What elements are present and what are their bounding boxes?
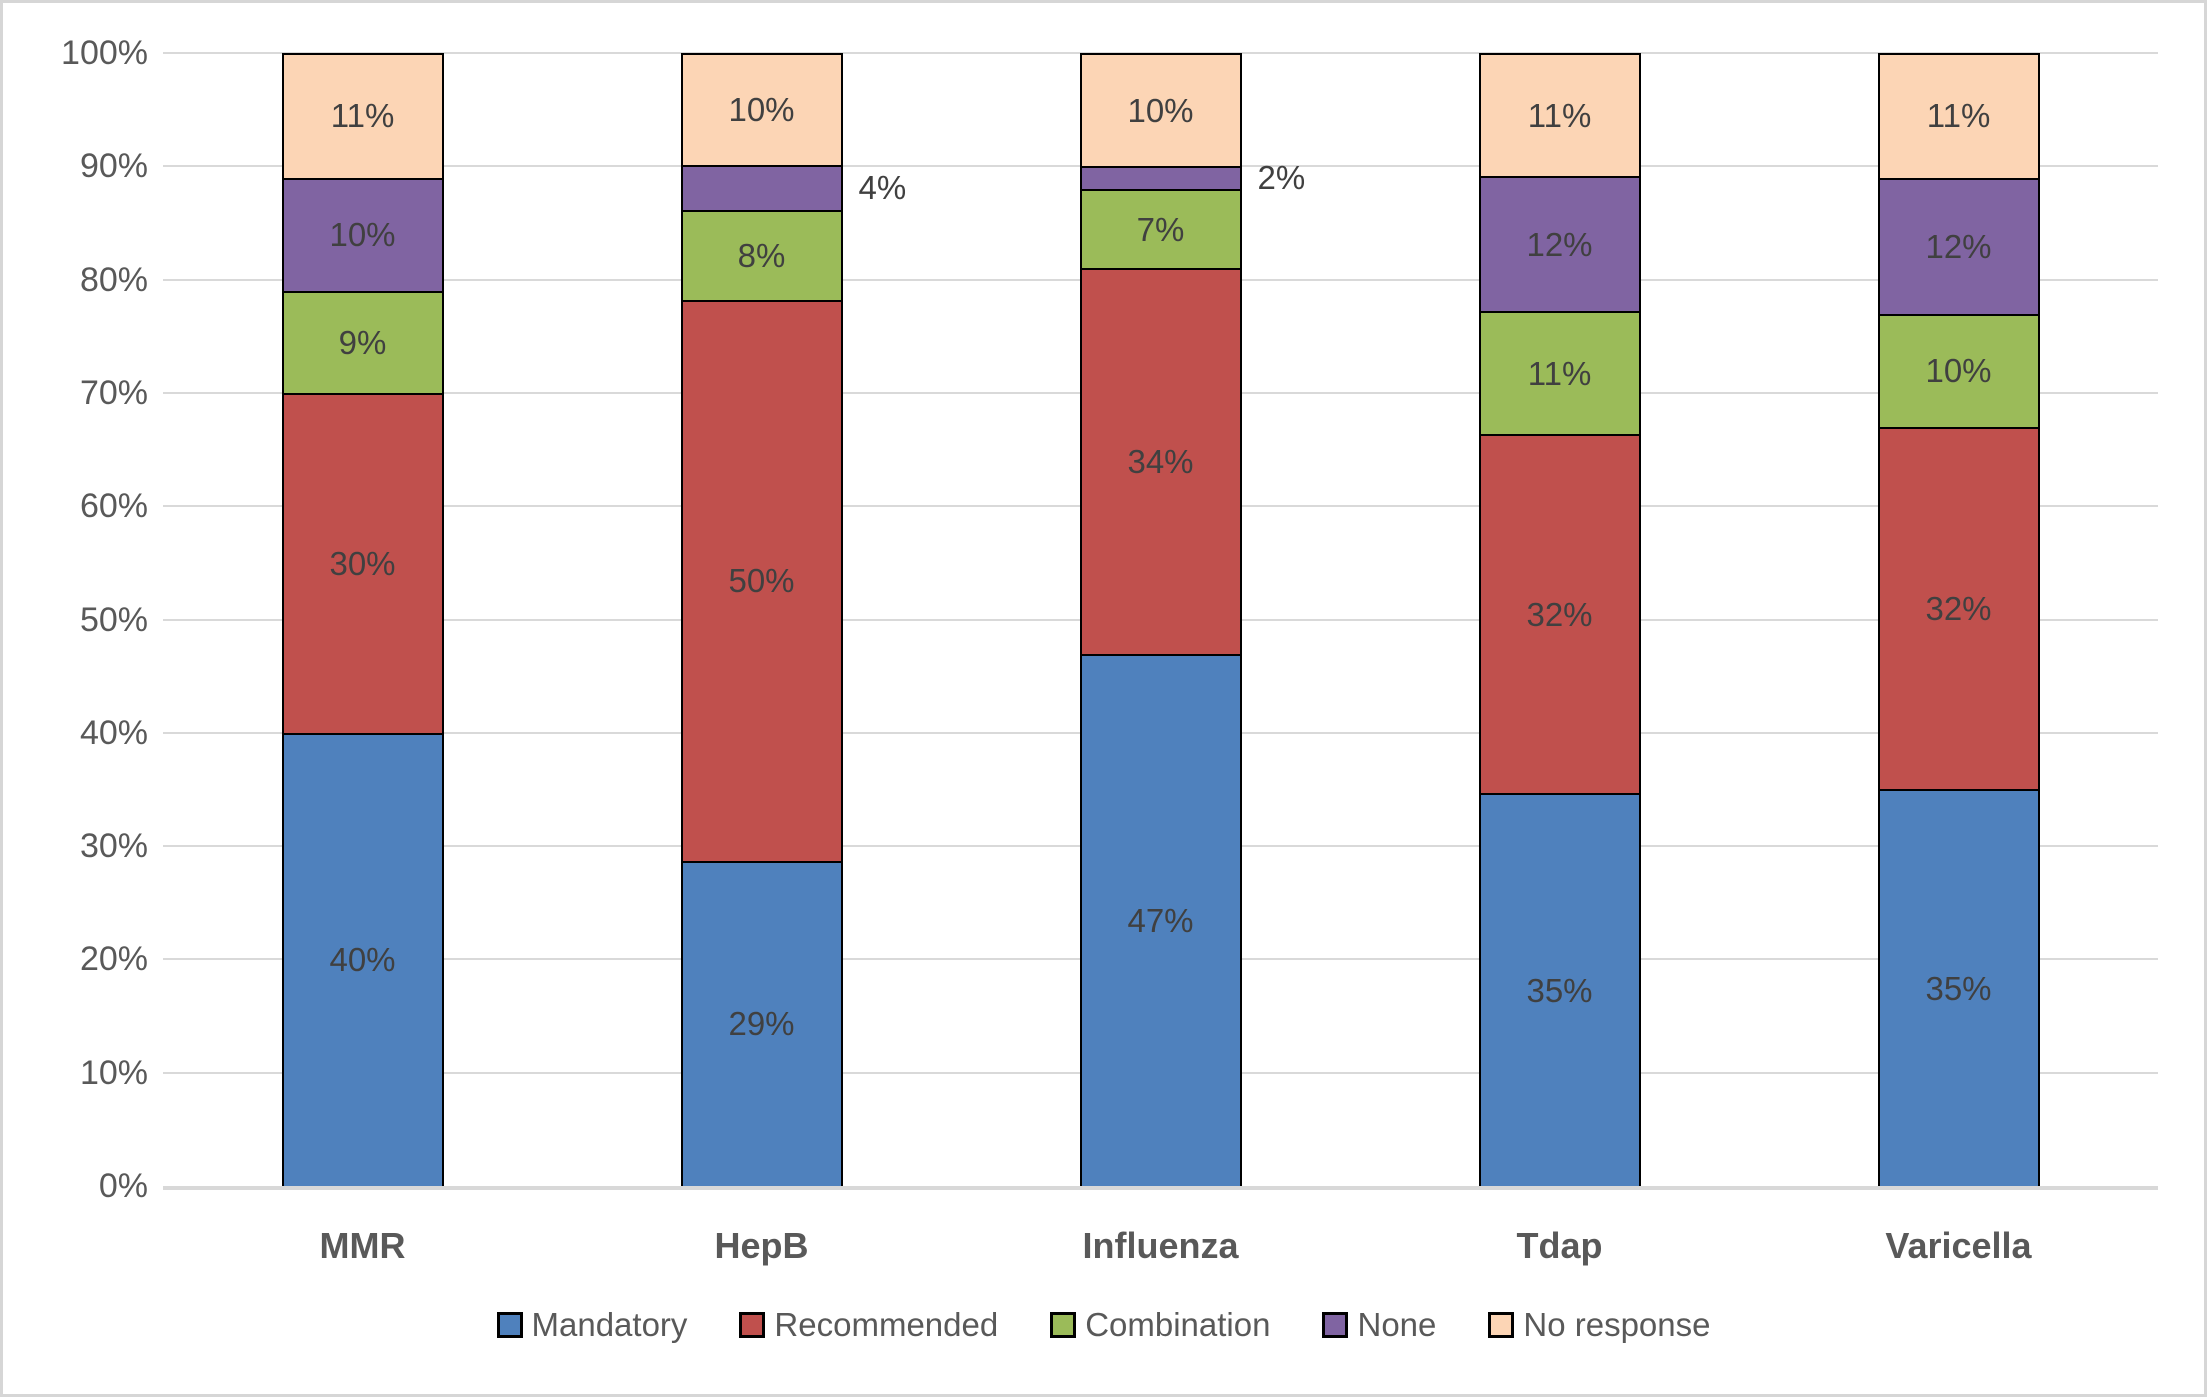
legend-label: No response bbox=[1523, 1306, 1711, 1343]
data-label: 35% bbox=[1925, 969, 1992, 1007]
data-label: 32% bbox=[1925, 590, 1992, 628]
y-tick-label: 40% bbox=[79, 713, 148, 752]
y-tick-label: 50% bbox=[79, 600, 148, 639]
legend-item-Recommended: Recommended bbox=[739, 1305, 998, 1345]
data-label: 32% bbox=[1526, 595, 1593, 633]
bar-segment-Recommended: 32% bbox=[1879, 426, 2038, 790]
data-label: 8% bbox=[737, 236, 786, 274]
y-tick-label: 10% bbox=[79, 1053, 148, 1092]
bar-segment-Recommended: 32% bbox=[1480, 434, 1639, 794]
legend-swatch bbox=[1050, 1312, 1077, 1338]
bar-segment-No response: 10% bbox=[682, 53, 841, 166]
bar-segment-Recommended: 34% bbox=[1081, 268, 1240, 654]
bar-MMR: 40% 30% 9% 10% 11% bbox=[281, 53, 444, 1186]
category-label-Influenza: Influenza bbox=[1082, 1225, 1239, 1266]
data-label: 35% bbox=[1526, 971, 1593, 1009]
bar-Tdap: 35% 32% 11% 12% 11% bbox=[1478, 53, 1641, 1186]
data-label: 12% bbox=[1925, 227, 1992, 265]
gridline bbox=[163, 52, 2158, 54]
data-label: 40% bbox=[329, 941, 396, 979]
bar-segment-No response: 11% bbox=[1480, 53, 1639, 177]
bar-segment-Mandatory: 47% bbox=[1081, 653, 1240, 1186]
data-label: 11% bbox=[1527, 354, 1592, 392]
data-label: 29% bbox=[728, 1005, 795, 1043]
data-label: 30% bbox=[329, 544, 396, 582]
bar-HepB: 29% 50% 8% 10% bbox=[680, 53, 843, 1186]
data-label: 12% bbox=[1526, 225, 1593, 263]
bar-Influenza: 47% 34% 7% 10% bbox=[1079, 53, 1242, 1186]
data-label: 9% bbox=[338, 323, 387, 361]
legend-label: Mandatory bbox=[531, 1306, 688, 1343]
bar-segment-Mandatory: 35% bbox=[1480, 793, 1639, 1186]
legend-label: None bbox=[1357, 1306, 1437, 1343]
bar-segment-No response: 11% bbox=[1879, 53, 2038, 178]
bar-segment-Recommended: 30% bbox=[283, 392, 442, 733]
legend-swatch bbox=[1488, 1312, 1515, 1338]
legend-swatch bbox=[496, 1312, 523, 1338]
y-tick-label: 20% bbox=[79, 940, 148, 979]
data-label: 11% bbox=[1926, 97, 1991, 135]
y-tick-label: 30% bbox=[79, 827, 148, 866]
category-label-Tdap: Tdap bbox=[1516, 1225, 1603, 1266]
y-axis: 0% 10% 20% 30% 40% 50% 60% 70% 80% 90% 100% bbox=[3, 3, 148, 1394]
legend-item-Mandatory: Mandatory bbox=[496, 1305, 688, 1345]
bar-segment-Combination: 9% bbox=[283, 290, 442, 393]
bar-segment-Combination: 11% bbox=[1480, 311, 1639, 435]
bar-segment-Mandatory: 29% bbox=[682, 860, 841, 1186]
data-label: 11% bbox=[330, 97, 395, 135]
y-tick-label: 90% bbox=[79, 147, 148, 186]
y-tick-label: 60% bbox=[79, 487, 148, 526]
legend-swatch bbox=[1322, 1312, 1349, 1338]
bar-segment-No response: 10% bbox=[1081, 53, 1240, 167]
category-label-HepB: HepB bbox=[714, 1225, 809, 1266]
bar-Varicella: 35% 32% 10% 12% 11% bbox=[1877, 53, 2040, 1186]
legend: Mandatory Recommended Combination None No re… bbox=[3, 1305, 2204, 1345]
legend-label: Combination bbox=[1085, 1306, 1271, 1343]
bar-segment-Combination: 10% bbox=[1879, 313, 2038, 427]
legend-item-None: None bbox=[1322, 1305, 1436, 1345]
legend-item-No response: No response bbox=[1488, 1305, 1710, 1345]
plot-area: 40% 30% 9% 10% 11% 4% 29% 50% 8% 10% 2% 47% 34% 7% 10%… bbox=[163, 52, 2158, 1190]
category-label-Varicella: Varicella bbox=[1885, 1225, 2032, 1266]
data-label: 10% bbox=[1127, 91, 1194, 129]
y-tick-label: 100% bbox=[61, 34, 148, 72]
y-tick-label: 80% bbox=[79, 260, 148, 299]
bar-segment-Mandatory: 40% bbox=[283, 732, 442, 1186]
y-tick-label: 0% bbox=[98, 1167, 148, 1205]
bar-segment-None: 12% bbox=[1480, 176, 1639, 312]
category-label-MMR: MMR bbox=[319, 1225, 406, 1266]
bar-segment-Recommended: 50% bbox=[682, 299, 841, 861]
data-label: 34% bbox=[1127, 442, 1194, 480]
bar-segment-Combination: 7% bbox=[1081, 188, 1240, 269]
x-axis-line bbox=[163, 1186, 2158, 1190]
data-label: 11% bbox=[1527, 96, 1592, 134]
bar-segment-None: 10% bbox=[283, 177, 442, 291]
legend-swatch bbox=[739, 1312, 766, 1338]
x-axis: MMR HepB Influenza Tdap Varicella bbox=[163, 1225, 2158, 1269]
data-label: 10% bbox=[1925, 352, 1992, 390]
data-label-outside: 2% bbox=[1257, 158, 1306, 196]
bar-segment-Combination: 8% bbox=[682, 210, 841, 300]
bar-segment-None: 12% bbox=[1879, 177, 2038, 314]
legend-item-Combination: Combination bbox=[1050, 1305, 1270, 1345]
bar-segment-Mandatory: 35% bbox=[1879, 789, 2038, 1186]
data-label: 50% bbox=[728, 562, 795, 600]
data-label: 7% bbox=[1136, 210, 1185, 248]
y-tick-label: 70% bbox=[79, 373, 148, 412]
data-label: 10% bbox=[329, 216, 396, 254]
data-label-outside: 4% bbox=[858, 168, 907, 206]
bar-segment-None bbox=[1081, 166, 1240, 189]
data-label: 10% bbox=[728, 91, 795, 129]
bar-segment-None bbox=[682, 165, 841, 211]
legend-label: Recommended bbox=[774, 1306, 999, 1343]
data-label: 47% bbox=[1127, 901, 1194, 939]
bar-segment-No response: 11% bbox=[283, 53, 442, 178]
